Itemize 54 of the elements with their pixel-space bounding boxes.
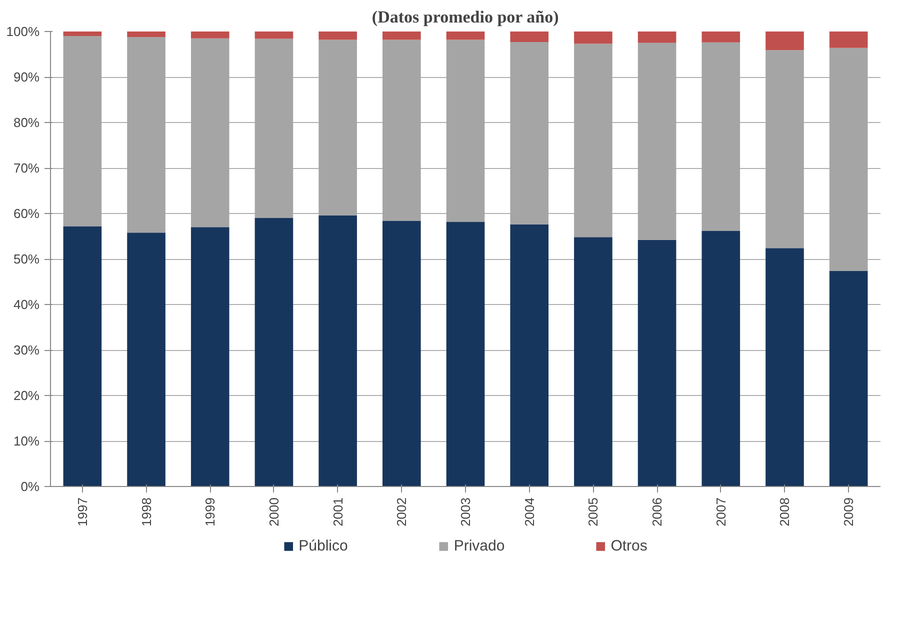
x-tick-label: 2009 (841, 498, 856, 526)
y-tick-label: 60% (13, 206, 40, 221)
y-tick-label: 80% (13, 115, 40, 130)
x-tick-label: 2006 (650, 498, 665, 526)
bar (829, 32, 868, 48)
legend-label: Otros (610, 538, 648, 554)
bar (127, 32, 166, 37)
y-tick-label: 50% (13, 252, 40, 266)
bar (127, 232, 166, 486)
x-tick-label: 2001 (330, 498, 346, 526)
bar (190, 227, 230, 486)
x-tick-label: 2003 (458, 498, 473, 526)
y-tick-label: 90% (13, 70, 40, 84)
bar (638, 32, 676, 43)
bar (766, 248, 804, 486)
bar (254, 32, 294, 39)
bar (766, 32, 804, 50)
bar (702, 32, 740, 42)
x-tick-label: 2005 (586, 498, 601, 526)
x-tick-label: 1999 (202, 498, 218, 526)
bar (446, 222, 485, 486)
bar (382, 220, 421, 486)
y-tick-label: 40% (13, 297, 40, 312)
bar (190, 32, 230, 38)
legend-label: Privado (454, 538, 505, 554)
bar (829, 270, 868, 486)
x-tick-label: 2002 (394, 498, 410, 526)
y-tick-label: 10% (13, 434, 40, 448)
y-tick-label: 30% (13, 342, 40, 358)
bar (446, 32, 485, 40)
bar (318, 32, 357, 40)
legend-label: Público (298, 538, 348, 554)
bar (510, 32, 548, 42)
y-tick-label: 100% (6, 24, 40, 39)
y-tick-label: 0% (20, 479, 40, 494)
x-tick-label: 2000 (266, 498, 282, 526)
x-tick-label: 2008 (777, 498, 792, 526)
bar (254, 218, 294, 486)
bar (63, 226, 102, 486)
y-tick-label: 70% (13, 160, 40, 176)
bar (63, 32, 102, 36)
chart-title: (Datos promedio por año) (372, 8, 559, 26)
bar (702, 230, 740, 486)
bar (638, 240, 676, 486)
bar (382, 32, 421, 40)
bar (510, 224, 548, 486)
y-tick-label: 20% (13, 388, 40, 403)
bar (574, 237, 612, 486)
x-tick-label: 1998 (138, 498, 154, 526)
bar (574, 32, 612, 44)
x-tick-label: 2004 (522, 498, 537, 526)
x-tick-label: 1997 (74, 498, 90, 526)
x-tick-label: 2007 (713, 498, 728, 526)
bar (318, 215, 357, 486)
